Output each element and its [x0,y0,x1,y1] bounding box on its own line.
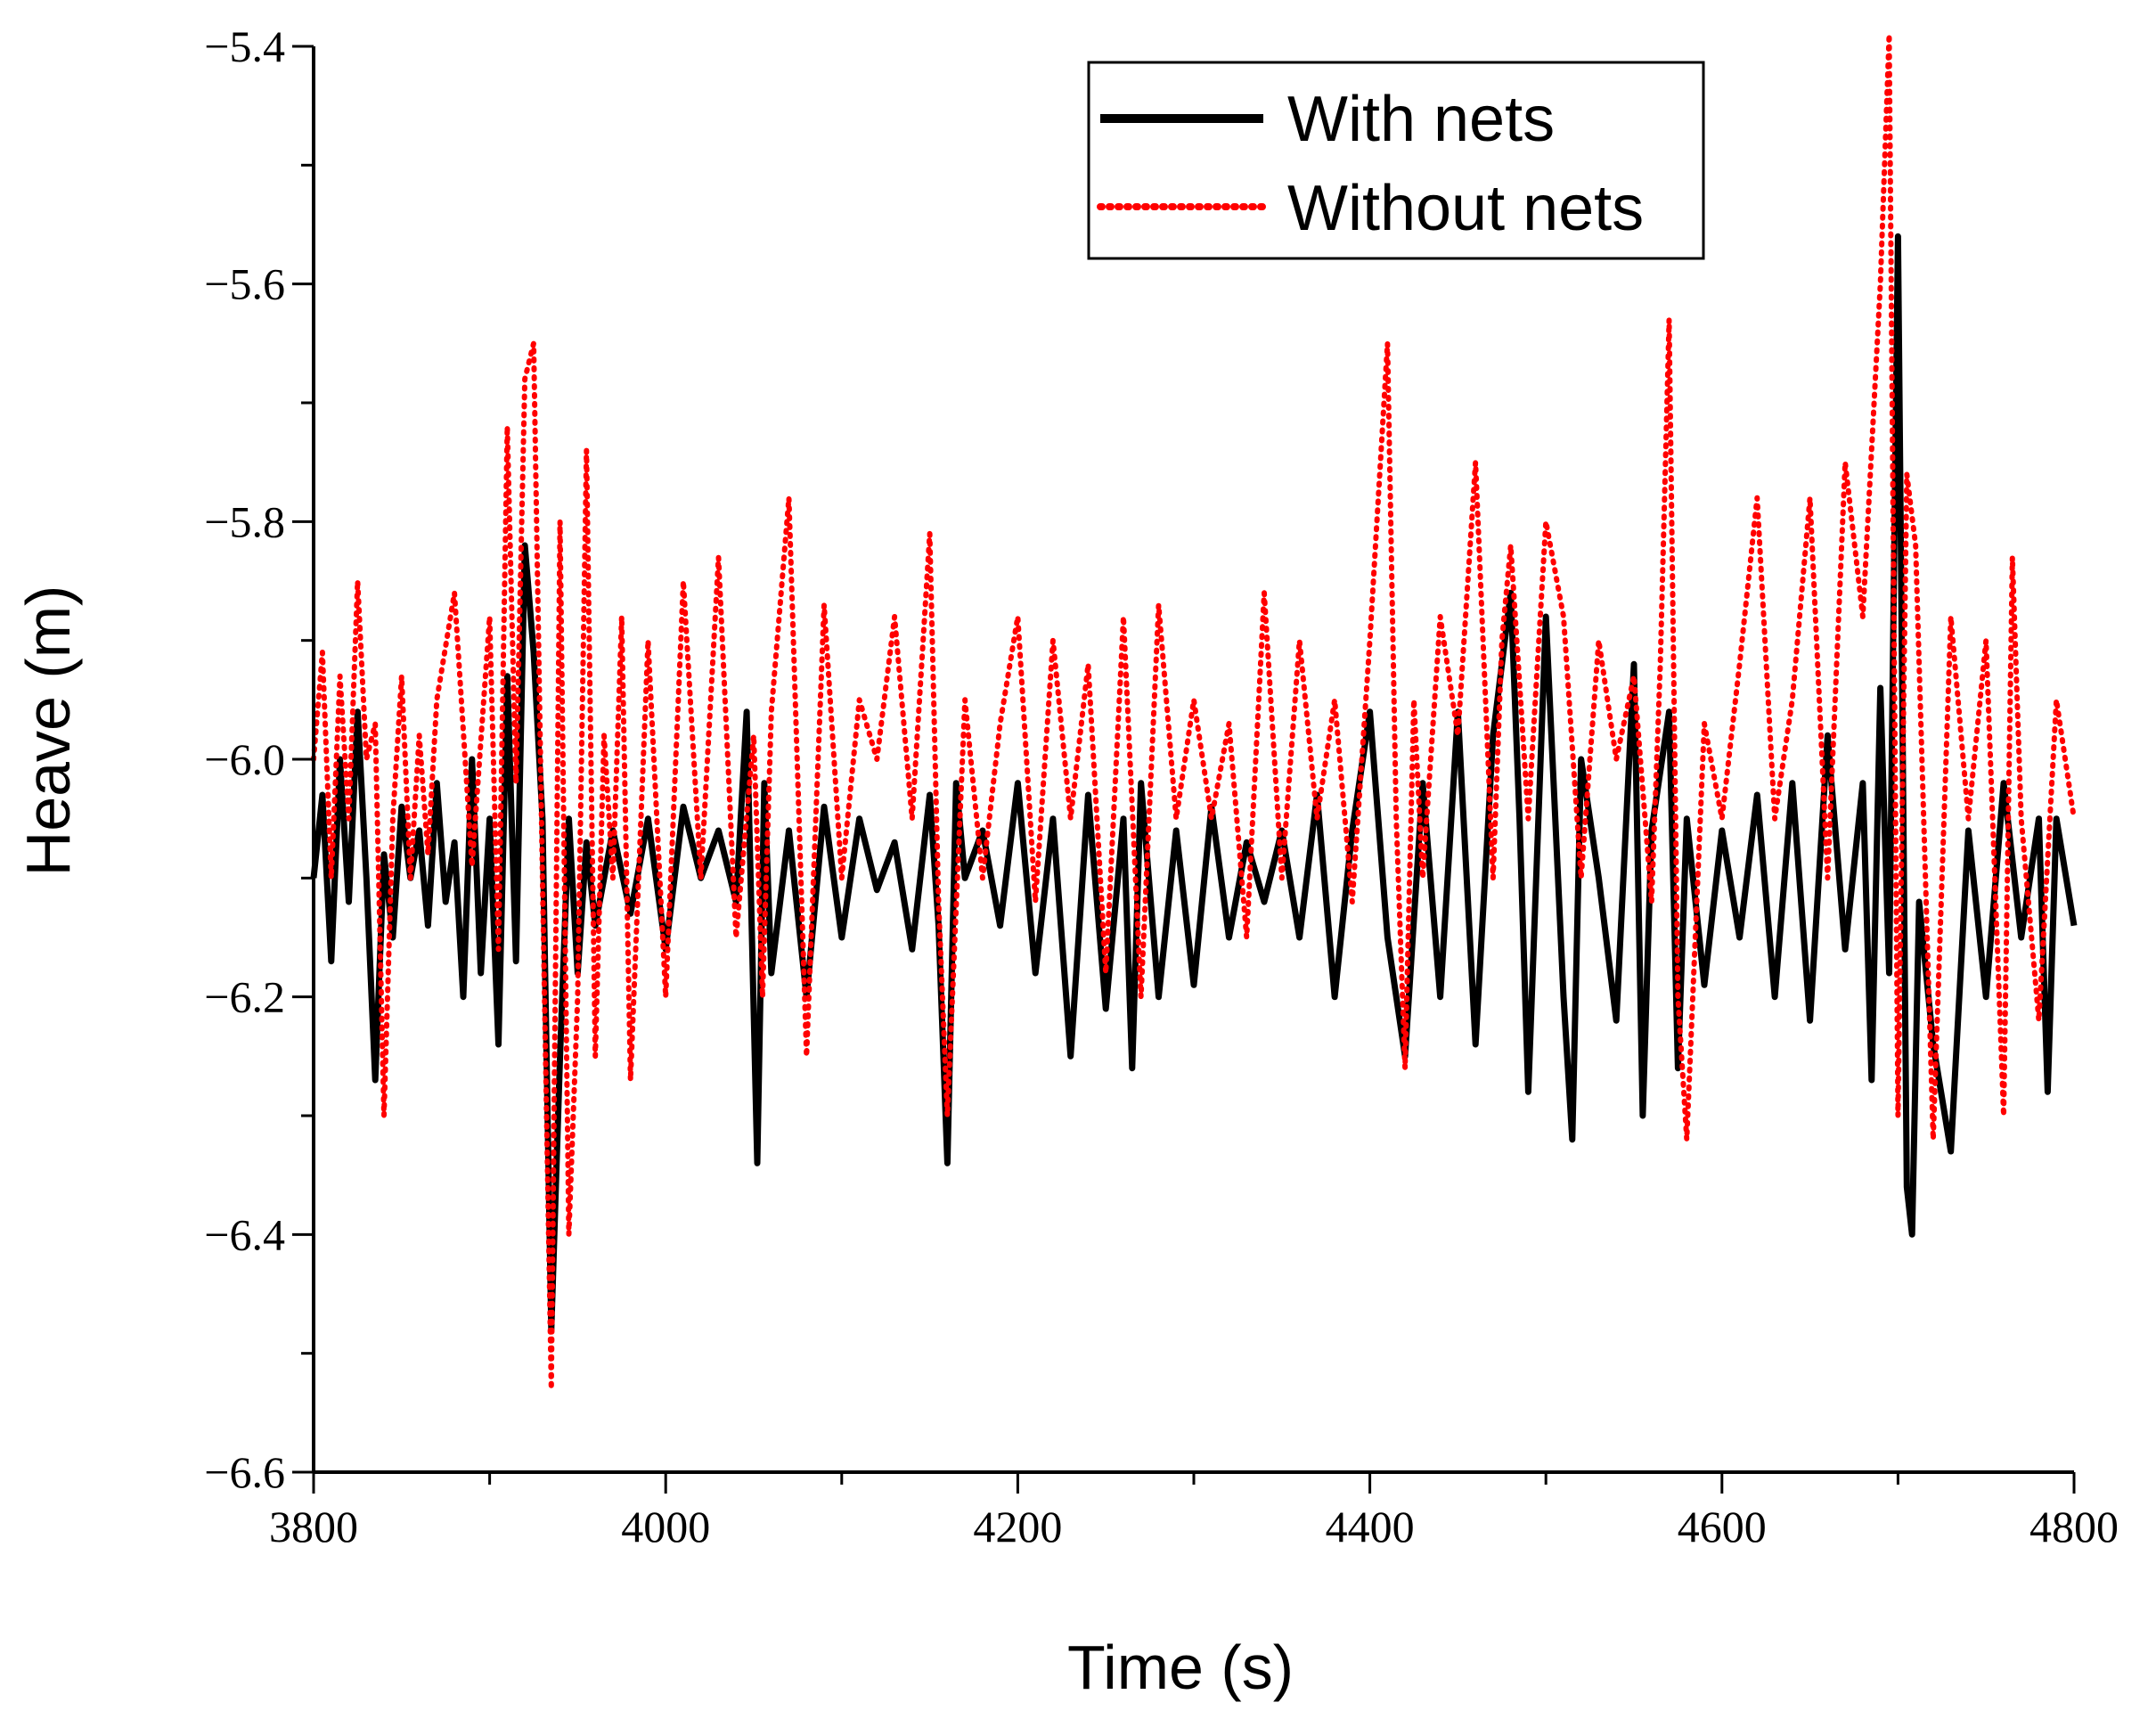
series-line-without-nets [311,31,2077,1392]
legend-label-without-nets: Without nets [1287,173,1644,244]
axes [312,46,2074,1474]
y-tick-label: −6.4 [204,1209,285,1259]
series-line-with-nets [310,233,2078,1333]
y-tick-label: −5.6 [204,259,285,309]
y-tick-label: −6.0 [204,734,285,784]
y-tick-label: −6.6 [204,1447,285,1497]
y-tick-label: −5.4 [204,21,285,71]
legend: With nets Without nets [1087,61,1705,260]
y-axis-title: Heave (m) [13,585,83,877]
plot-area [310,31,2078,1392]
y-tick-label: −6.2 [204,972,285,1022]
x-tick-label: 4800 [2029,1502,2119,1551]
legend-box [1087,61,1705,260]
x-tick-label: 4400 [1326,1502,1415,1551]
y-tick-label: −5.8 [204,496,285,546]
x-tick-label: 4200 [973,1502,1062,1551]
x-tick-label: 4000 [621,1502,710,1551]
ticks: 3800 4000 4200 4400 4600 4800 −6.6 −6.4 −6.2 −6.0… [204,21,2119,1551]
x-axis-title: Time (s) [1067,1633,1294,1702]
x-tick-label: 3800 [269,1502,358,1551]
legend-label-with-nets: With nets [1287,84,1555,155]
x-tick-label: 4600 [1678,1502,1767,1551]
